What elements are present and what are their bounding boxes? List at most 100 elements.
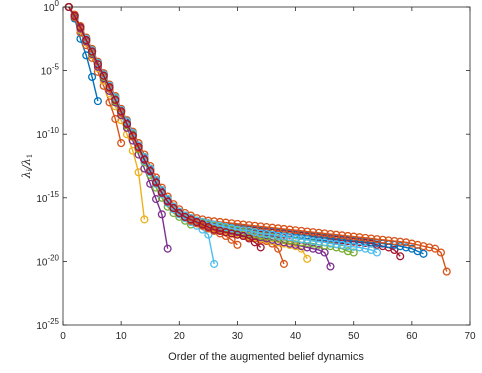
data-point [245,221,254,230]
plot-frame [62,6,471,326]
y-label-lambda-1: /λ [20,158,33,170]
data-point [314,228,323,237]
data-point [396,252,405,261]
x-tick-label: 30 [232,331,244,342]
data-point [239,220,248,229]
data-point [239,226,248,235]
data-point [308,244,318,253]
y-tick-label: 10-25 [36,317,59,332]
data-point [245,226,254,235]
data-point [390,245,399,255]
data-point [291,226,300,235]
y-tick-label: 10-10 [36,126,59,141]
data-point [221,223,230,232]
data-point [221,228,230,237]
data-point [151,195,161,204]
data-point [117,139,126,148]
y-tick-label: 100 [43,0,59,14]
data-point [140,215,149,224]
data-point [99,71,108,80]
data-point [111,114,120,123]
y-label-lambda-i: λ [20,171,33,179]
data-point [279,259,288,268]
y-label-sub-1: 1 [26,154,34,158]
data-point [274,231,283,241]
data-point [163,197,172,206]
data-point [372,248,382,257]
data-point [343,247,352,256]
data-point [279,232,288,241]
data-point [215,226,225,235]
data-point [245,234,254,243]
data-point [419,249,428,258]
data-point [163,244,172,253]
y-tick-label: 10-15 [36,190,59,205]
data-point [134,168,143,177]
x-tick-label: 0 [60,331,66,342]
data-point [134,142,143,151]
data-point [297,235,306,244]
data-point [256,243,265,252]
series-layer [64,2,451,276]
data-point [274,224,283,233]
data-point [349,242,358,251]
data-point [285,225,294,234]
data-point [407,239,416,248]
data-point [326,239,335,248]
x-tick-label: 50 [348,331,360,342]
data-point [105,83,114,92]
data-point [332,240,341,249]
data-point [314,237,323,246]
data-point [233,240,242,249]
data-point [233,230,242,239]
data-point [396,237,405,246]
x-tick-label: 20 [174,331,186,342]
y-axis-label: λi/λ1 [20,154,34,179]
data-point [215,221,225,230]
data-point [320,229,329,238]
y-label-sub-i: i [26,168,34,171]
data-point [396,242,405,251]
data-point [146,167,155,176]
x-tick-label: 10 [116,331,128,342]
data-point [291,234,300,243]
data-point [250,238,259,247]
data-point [390,237,399,246]
data-point [76,23,85,32]
data-point [361,244,370,253]
data-point [332,230,341,239]
data-point [303,254,312,263]
data-point [384,236,393,245]
data-point [250,228,259,237]
series-group [64,2,265,252]
data-point [262,230,271,239]
data-point [413,240,422,249]
data-point [250,230,259,239]
data-point [297,226,306,235]
x-tick-label: 40 [290,331,302,342]
data-point [355,243,364,252]
data-point [401,243,411,252]
data-point [425,243,434,252]
data-point [227,229,236,238]
data-point [88,72,97,82]
data-point [303,235,312,244]
data-point [285,233,294,242]
data-point [169,203,178,213]
data-point [279,224,288,234]
x-axis-label: Order of the augmented belief dynamics [168,351,364,363]
data-point [151,178,161,187]
data-point [111,95,120,104]
data-point [233,225,242,234]
data-point [303,227,312,236]
data-point [349,248,358,257]
data-point [70,11,79,20]
data-point [343,231,352,241]
data-point [401,238,411,247]
data-point [210,225,219,234]
data-point [157,188,166,197]
data-point [378,235,387,244]
data-point [82,36,91,45]
data-point [122,119,132,129]
